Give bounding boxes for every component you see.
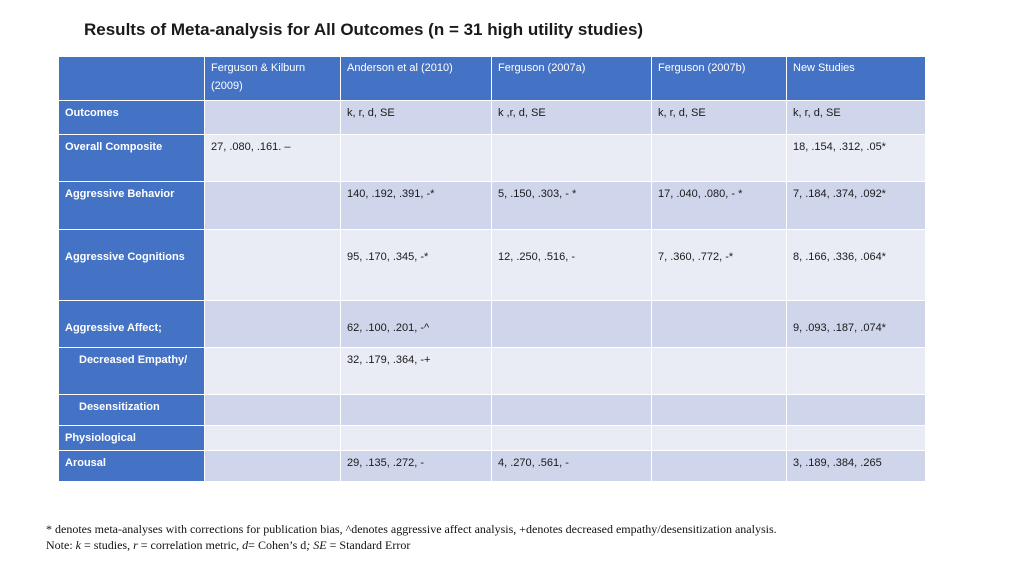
table-cell <box>491 347 652 395</box>
table-cell: 29, .135, .272, - <box>340 450 492 482</box>
header-cell: Ferguson & Kilburn (2009) <box>204 56 341 101</box>
table-cell: 140, .192, .391, -* <box>340 181 492 230</box>
table-cell <box>204 425 341 451</box>
table-cell: k, r, d, SE <box>651 100 787 135</box>
note-se-symbol: SE <box>313 538 327 552</box>
table-cell <box>491 134 652 182</box>
table-cell: 7, .184, .374, .092* <box>786 181 926 230</box>
table-row: Aggressive Cognitions 95, .170, .345, -*… <box>58 229 926 301</box>
table-cell <box>786 347 926 395</box>
note-d-symbol: d <box>242 538 249 552</box>
table-row: Aggressive Behavior 140, .192, .391, -* … <box>58 181 926 230</box>
table-row: Desensitization <box>58 394 926 426</box>
table-row: Aggressive Affect; 62, .100, .201, -^ 9,… <box>58 300 926 348</box>
table-cell <box>491 425 652 451</box>
table-cell <box>204 450 341 482</box>
table-cell <box>204 300 341 348</box>
table-cell: 9, .093, .187, .074* <box>786 300 926 348</box>
table-cell <box>491 300 652 348</box>
table-row: Outcomes k, r, d, SE k ,r, d, SE k, r, d… <box>58 100 926 135</box>
table-cell <box>340 394 492 426</box>
table-cell: k, r, d, SE <box>340 100 492 135</box>
table-cell <box>204 100 341 135</box>
table-cell <box>651 134 787 182</box>
note-k-symbol: k <box>75 538 81 552</box>
table-cell: 32, .179, .364, -+ <box>340 347 492 395</box>
note-prefix: Note: <box>46 538 73 552</box>
table-row: Decreased Empathy/ 32, .179, .364, -+ <box>58 347 926 395</box>
table-cell <box>786 425 926 451</box>
table-cell <box>786 394 926 426</box>
table-row: Physiological <box>58 425 926 451</box>
note-separator: ; <box>306 538 314 552</box>
row-label: Overall Composite <box>58 134 205 182</box>
table-cell <box>651 425 787 451</box>
table-cell <box>204 229 341 301</box>
row-label: Physiological <box>58 425 205 451</box>
table-cell <box>651 394 787 426</box>
row-label: Outcomes <box>58 100 205 135</box>
table-cell: 3, .189, .384, .265 <box>786 450 926 482</box>
table-cell: 4, .270, .561, - <box>491 450 652 482</box>
header-cell: Ferguson (2007b) <box>651 56 787 101</box>
header-cell: Ferguson (2007a) <box>491 56 652 101</box>
footnotes: * denotes meta-analyses with corrections… <box>46 521 777 553</box>
table-row: Arousal 29, .135, .272, - 4, .270, .561,… <box>58 450 926 482</box>
row-label: Aggressive Behavior <box>58 181 205 230</box>
table-cell: 62, .100, .201, -^ <box>340 300 492 348</box>
note-r-symbol: r <box>133 538 138 552</box>
table-cell <box>651 347 787 395</box>
table-cell: k ,r, d, SE <box>491 100 652 135</box>
table-cell <box>204 347 341 395</box>
header-cell: Anderson et al (2010) <box>340 56 492 101</box>
table-cell: 7, .360, .772, -* <box>651 229 787 301</box>
row-label: Arousal <box>58 450 205 482</box>
header-cell <box>58 56 205 101</box>
table-cell: 8, .166, .336, .064* <box>786 229 926 301</box>
table-cell: 12, .250, .516, - <box>491 229 652 301</box>
row-label: Desensitization <box>58 394 205 426</box>
row-label: Aggressive Cognitions <box>58 229 205 301</box>
row-label: Decreased Empathy/ <box>58 347 205 395</box>
row-label: Aggressive Affect; <box>58 300 205 348</box>
table-row: Overall Composite 27, .080, .161. – 18, … <box>58 134 926 182</box>
header-row: Ferguson & Kilburn (2009) Anderson et al… <box>58 56 926 101</box>
table-cell <box>491 394 652 426</box>
table-cell: 18, .154, .312, .05* <box>786 134 926 182</box>
table-cell: 95, .170, .345, -* <box>340 229 492 301</box>
table-cell <box>651 300 787 348</box>
table-cell: 27, .080, .161. – <box>204 134 341 182</box>
footnote-line-2: Note: k = studies, r = correlation metri… <box>46 537 777 553</box>
table-cell: k, r, d, SE <box>786 100 926 135</box>
note-r-def: = correlation metric, <box>137 538 243 552</box>
table-cell: 5, .150, .303, - * <box>491 181 652 230</box>
table-cell <box>340 425 492 451</box>
table-cell: 17, .040, .080, - * <box>651 181 787 230</box>
table-cell <box>651 450 787 482</box>
footnote-line-1: * denotes meta-analyses with corrections… <box>46 522 777 536</box>
note-se-def: = Standard Error <box>326 538 411 552</box>
table-cell <box>340 134 492 182</box>
note-k-def: = studies, <box>81 538 134 552</box>
note-d-def: = Cohen’s d <box>248 538 307 552</box>
header-cell: New Studies <box>786 56 926 101</box>
table-cell <box>204 181 341 230</box>
page-title: Results of Meta-analysis for All Outcome… <box>84 20 644 39</box>
table-cell <box>204 394 341 426</box>
results-table: Ferguson & Kilburn (2009) Anderson et al… <box>58 56 926 482</box>
